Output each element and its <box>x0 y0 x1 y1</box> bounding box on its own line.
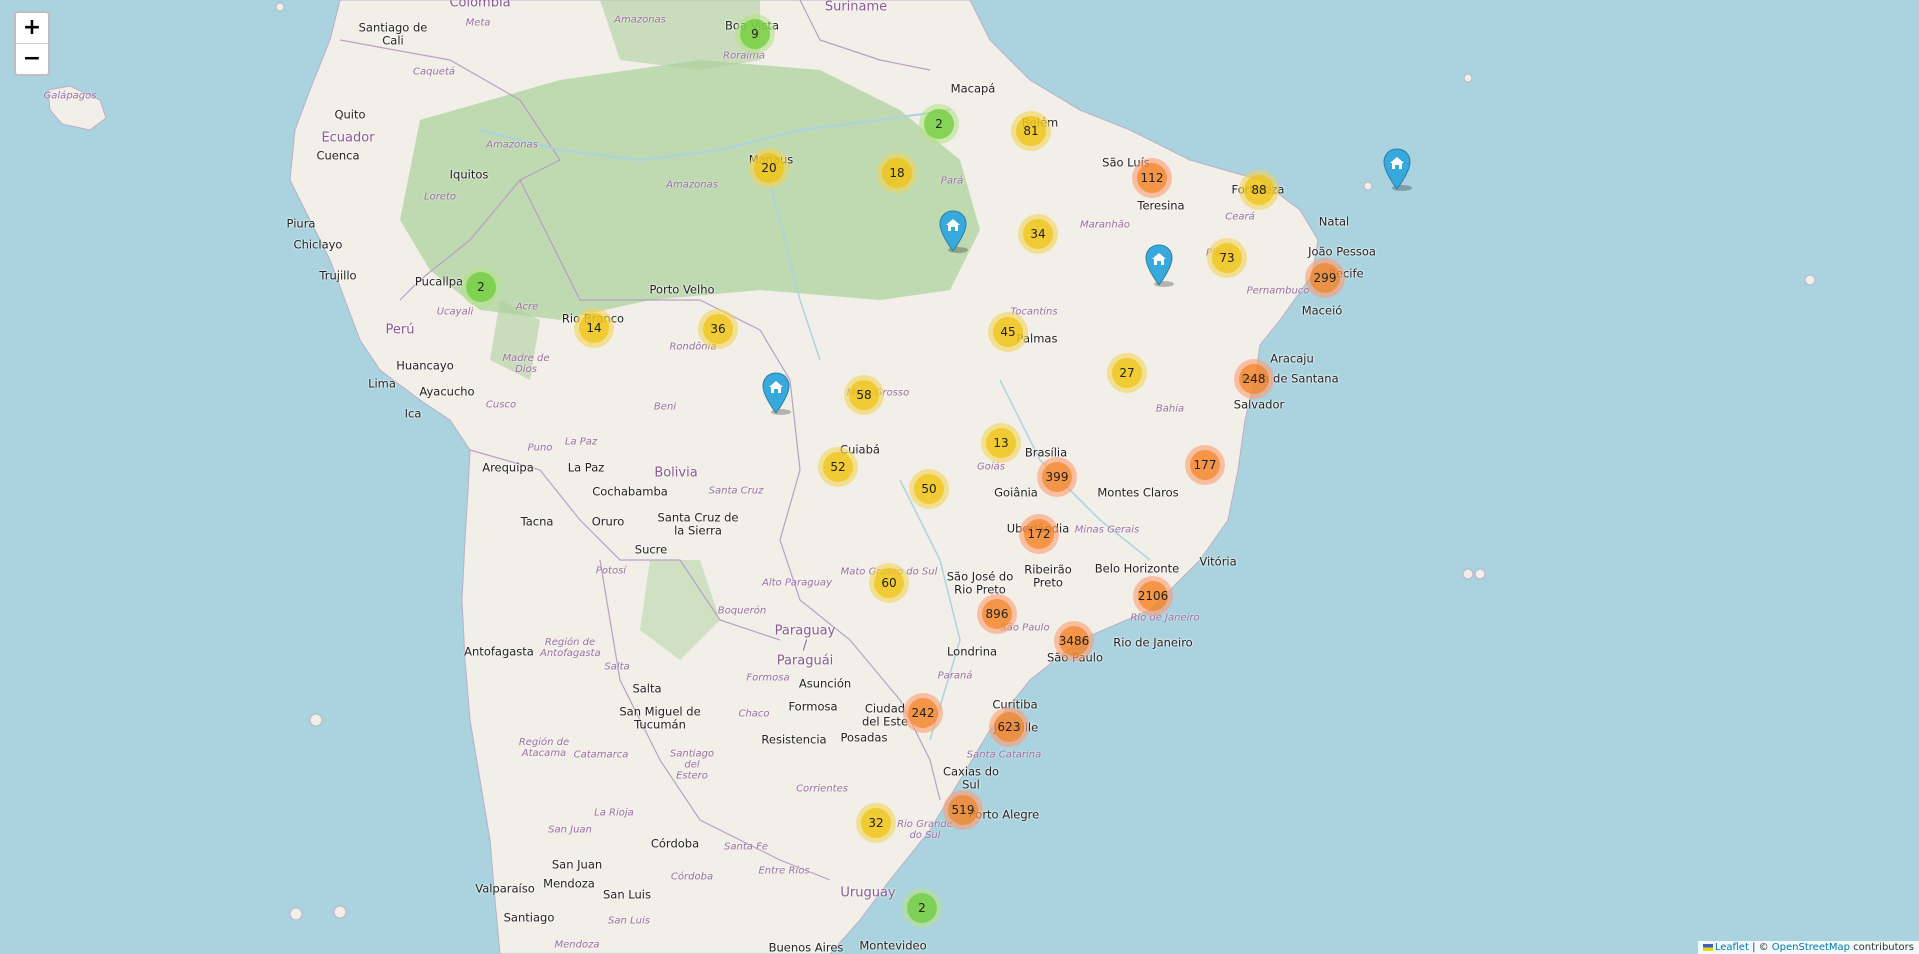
cluster-count: 299 <box>1310 263 1340 293</box>
marker-cluster[interactable]: 2 <box>919 104 959 144</box>
cluster-count: 13 <box>986 428 1016 458</box>
marker-cluster[interactable]: 60 <box>869 563 909 603</box>
marker-cluster[interactable]: 2 <box>461 267 501 307</box>
cluster-count: 52 <box>823 452 853 482</box>
island <box>1804 274 1816 286</box>
marker-cluster[interactable]: 172 <box>1019 514 1059 554</box>
marker-cluster[interactable]: 18 <box>877 153 917 193</box>
zoom-out-button[interactable]: − <box>16 43 48 74</box>
cluster-count: 32 <box>861 808 891 838</box>
marker-cluster[interactable]: 14 <box>574 308 614 348</box>
marker-cluster[interactable]: 36 <box>698 309 738 349</box>
cluster-count: 36 <box>703 314 733 344</box>
cluster-count: 73 <box>1212 243 1242 273</box>
attribution-separator: | © <box>1748 942 1772 953</box>
marker-cluster[interactable]: 2106 <box>1133 576 1173 616</box>
cluster-count: 112 <box>1137 163 1167 193</box>
marker-cluster[interactable]: 45 <box>988 312 1028 352</box>
cluster-count: 399 <box>1042 462 1072 492</box>
island <box>1462 568 1474 580</box>
marker-cluster[interactable]: 9 <box>735 14 775 54</box>
marker-cluster[interactable]: 242 <box>903 693 943 733</box>
marker-cluster[interactable]: 112 <box>1132 158 1172 198</box>
cluster-count: 2 <box>907 893 937 923</box>
marker-cluster[interactable]: 248 <box>1234 359 1274 399</box>
marker-cluster[interactable]: 27 <box>1107 353 1147 393</box>
zoom-in-button[interactable]: + <box>22 15 42 40</box>
cluster-count: 14 <box>579 313 609 343</box>
home-marker[interactable] <box>761 372 791 416</box>
cluster-count: 172 <box>1024 519 1054 549</box>
marker-cluster[interactable]: 399 <box>1037 457 1077 497</box>
cluster-count: 3486 <box>1059 626 1089 656</box>
cluster-count: 18 <box>882 158 912 188</box>
cluster-count: 248 <box>1239 364 1269 394</box>
cluster-count: 60 <box>874 568 904 598</box>
island <box>309 713 323 727</box>
marker-cluster[interactable]: 58 <box>844 375 884 415</box>
marker-cluster[interactable]: 623 <box>989 707 1029 747</box>
island <box>333 905 347 919</box>
home-marker[interactable] <box>1382 148 1412 192</box>
country-border <box>599 559 831 881</box>
amazon-river <box>479 109 951 162</box>
cluster-count: 9 <box>740 19 770 49</box>
country-border <box>339 39 561 301</box>
country-border <box>519 179 941 801</box>
cluster-count: 45 <box>993 317 1023 347</box>
island <box>1474 568 1486 580</box>
marker-cluster[interactable]: 3486 <box>1054 621 1094 661</box>
osm-link[interactable]: OpenStreetMap <box>1771 942 1850 953</box>
cluster-count: 896 <box>982 599 1012 629</box>
island <box>289 907 303 921</box>
marker-cluster[interactable]: 896 <box>977 594 1017 634</box>
ukraine-flag-icon <box>1702 943 1713 951</box>
cluster-count: 34 <box>1023 219 1053 249</box>
cluster-count: 20 <box>754 153 784 183</box>
island <box>1463 73 1473 83</box>
marker-cluster[interactable]: 20 <box>749 148 789 188</box>
home-marker[interactable] <box>1144 244 1174 288</box>
marker-cluster[interactable]: 50 <box>909 469 949 509</box>
leaflet-link[interactable]: Leaflet <box>1714 942 1749 953</box>
cluster-count: 623 <box>994 712 1024 742</box>
marker-cluster[interactable]: 299 <box>1305 258 1345 298</box>
marker-cluster[interactable]: 519 <box>943 790 983 830</box>
marker-cluster[interactable]: 34 <box>1018 214 1058 254</box>
cluster-count: 58 <box>849 380 879 410</box>
marker-cluster[interactable]: 81 <box>1011 111 1051 151</box>
country-border <box>799 0 931 71</box>
galapagos-islands <box>47 85 107 131</box>
cluster-count: 2 <box>466 272 496 302</box>
forest-patch <box>490 300 540 380</box>
cluster-count: 50 <box>914 474 944 504</box>
cluster-count: 2106 <box>1138 581 1168 611</box>
country-border <box>469 449 781 641</box>
marker-cluster[interactable]: 88 <box>1239 170 1279 210</box>
zoom-control: + − <box>14 11 50 76</box>
island <box>275 2 285 12</box>
cluster-count: 177 <box>1190 450 1220 480</box>
marker-cluster[interactable]: 73 <box>1207 238 1247 278</box>
cluster-count: 81 <box>1016 116 1046 146</box>
home-marker[interactable] <box>938 210 968 254</box>
cluster-count: 2 <box>924 109 954 139</box>
island <box>1363 181 1373 191</box>
marker-cluster[interactable]: 177 <box>1185 445 1225 485</box>
attribution-suffix: contributors <box>1850 942 1914 953</box>
cluster-count: 27 <box>1112 358 1142 388</box>
marker-cluster[interactable]: 32 <box>856 803 896 843</box>
attribution: Leaflet | © OpenStreetMap contributors <box>1697 941 1919 954</box>
cluster-count: 519 <box>948 795 978 825</box>
marker-cluster[interactable]: 2 <box>902 888 942 928</box>
marker-cluster[interactable]: 13 <box>981 423 1021 463</box>
river <box>899 479 961 741</box>
cluster-count: 88 <box>1244 175 1274 205</box>
marker-cluster[interactable]: 52 <box>818 447 858 487</box>
forest-patch <box>600 0 760 70</box>
cluster-count: 242 <box>908 698 938 728</box>
forest-patch <box>640 560 720 660</box>
